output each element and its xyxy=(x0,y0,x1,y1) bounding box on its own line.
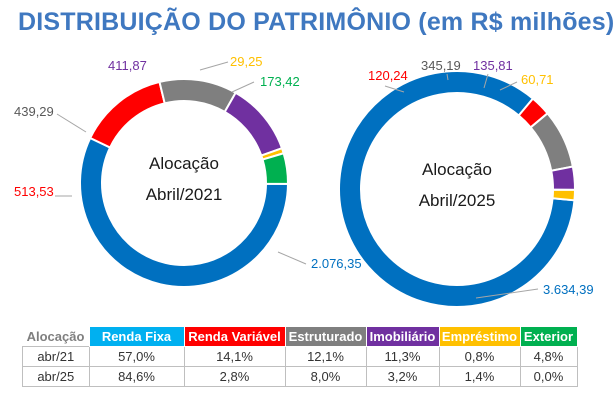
table-row: abr/21 57,0% 14,1% 12,1% 11,3% 0,8% 4,8% xyxy=(22,346,578,367)
donut-slice xyxy=(79,136,290,288)
table-cell: 0,8% xyxy=(438,346,521,367)
leader-line xyxy=(384,85,405,93)
slice-value-label: 29,25 xyxy=(230,54,263,69)
table-header-estruturado: Estruturado xyxy=(284,326,367,347)
donut-center-label: Abril/2025 xyxy=(419,191,496,210)
donut-charts: 2.076,35 513,53 439,29 411,87 29,25 173,42 Alo… xyxy=(14,54,594,308)
table-cell: 12,1% xyxy=(284,346,367,367)
donut-chart-1: 2.076,35 513,53 439,29 411,87 29,25 173,42 Alo… xyxy=(14,54,362,288)
donut-center-label: Alocação xyxy=(422,160,492,179)
table-cell: 84,6% xyxy=(88,366,185,387)
table-header-emprestimo: Empréstimo xyxy=(438,326,521,347)
donut-center-label: Alocação xyxy=(149,154,219,173)
donut-slice xyxy=(223,91,284,157)
leader-line xyxy=(475,288,539,299)
chart-title: DISTRIBUIÇÃO DO PATRIMÔNIO (em R$ milhõe… xyxy=(18,8,613,36)
donut-slice xyxy=(88,80,166,149)
table-row: abr/25 84,6% 2,8% 8,0% 3,2% 1,4% 0,0% xyxy=(22,366,578,387)
table-header-alocacao: Alocação xyxy=(22,326,89,347)
table-header-row: Alocação Renda Fixa Renda Variável Estru… xyxy=(22,326,578,347)
slice-value-label: 411,87 xyxy=(108,58,147,73)
slice-value-label: 3.634,39 xyxy=(543,282,594,297)
allocation-table: Alocação Renda Fixa Renda Variável Estru… xyxy=(22,326,578,387)
table-cell: 1,4% xyxy=(438,366,521,387)
leader-line xyxy=(446,73,449,81)
table-cell: 0,0% xyxy=(519,366,578,387)
slice-value-label: 2.076,35 xyxy=(311,256,362,271)
table-header-renda-fixa: Renda Fixa xyxy=(88,326,185,347)
table-header-imobiliario: Imobiliário xyxy=(365,326,440,347)
table-row-label: abr/25 xyxy=(22,366,90,387)
table-row-label: abr/21 xyxy=(22,346,90,367)
leader-line xyxy=(199,61,229,71)
table-cell: 4,8% xyxy=(519,346,578,367)
donut-slice xyxy=(550,165,576,191)
table-cell: 3,2% xyxy=(365,366,440,387)
leader-line xyxy=(56,113,87,133)
donut-slice xyxy=(551,188,577,202)
table-cell: 57,0% xyxy=(88,346,185,367)
leader-line xyxy=(231,81,255,93)
leader-line xyxy=(499,81,518,91)
slice-value-label: 60,71 xyxy=(521,72,554,87)
slice-value-label: 513,53 xyxy=(14,184,54,199)
table-cell: 11,3% xyxy=(365,346,440,367)
slice-value-label: 120,24 xyxy=(368,68,408,83)
slice-value-label: 345,19 xyxy=(421,58,461,73)
donut-slice xyxy=(529,111,575,172)
table-cell: 8,0% xyxy=(284,366,367,387)
slice-value-label: 173,42 xyxy=(260,74,300,89)
table-cell: 2,8% xyxy=(183,366,286,387)
donut-slice xyxy=(338,70,576,308)
donut-slice xyxy=(261,151,289,185)
leader-line xyxy=(483,73,489,89)
leader-line xyxy=(277,251,307,265)
slice-value-label: 135,81 xyxy=(473,58,513,73)
slice-value-label: 439,29 xyxy=(14,104,54,119)
donut-slice xyxy=(158,78,238,114)
table-header-exterior: Exterior xyxy=(519,326,578,347)
donut-chart-2: 3.634,39 120,24 345,19 135,81 60,71 Alocação A… xyxy=(338,58,594,308)
table-header-renda-variavel: Renda Variável xyxy=(183,326,286,347)
donut-center-label: Abril/2021 xyxy=(146,185,223,204)
table-cell: 14,1% xyxy=(183,346,286,367)
